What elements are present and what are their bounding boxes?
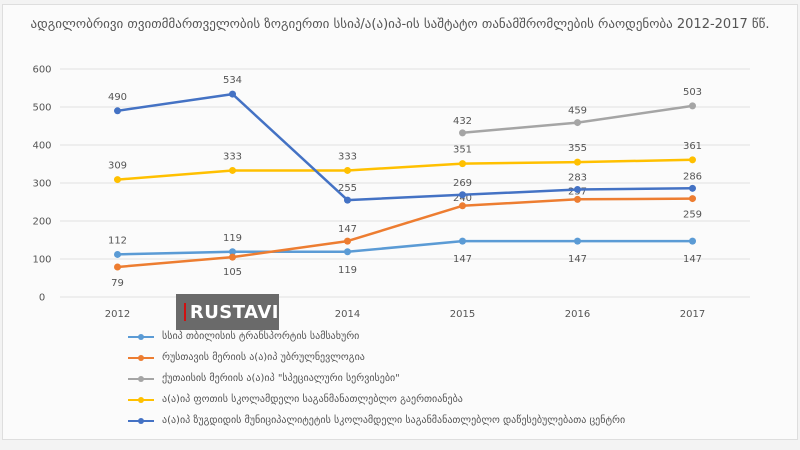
data-point	[114, 250, 121, 258]
data-label: 105	[223, 267, 242, 278]
y-tick-label: 400	[32, 141, 51, 152]
legend-item: ა(ა)იპ ზუგდიდის მუნიციპალიტეტის სკოლამდე…	[128, 410, 748, 431]
legend-item: ა(ა)იპ ფოთის სკოლამდელი საგანმანათლებლო …	[128, 389, 748, 410]
data-label: 147	[683, 254, 702, 265]
data-label: 351	[453, 145, 472, 156]
x-tick-label: 2014	[335, 309, 360, 320]
legend-swatch-dot	[138, 396, 144, 403]
legend-label: ა(ა)იპ ზუგდიდის მუნიციპალიტეტის სკოლამდე…	[162, 415, 626, 426]
data-point	[689, 195, 696, 203]
data-point	[689, 237, 696, 245]
data-label: 432	[453, 116, 472, 127]
data-label: 147	[453, 254, 472, 265]
rustavi-watermark-logo: RUSTAVI	[176, 294, 279, 330]
y-tick-label: 200	[32, 217, 51, 228]
series-line	[117, 158, 693, 181]
data-point	[114, 263, 121, 271]
data-point	[459, 191, 466, 199]
legend-item: რუსთავის მერიის ა(ა)იპ უბრულნევლოგია	[128, 347, 748, 368]
data-point	[689, 102, 696, 110]
data-label: 119	[338, 265, 357, 276]
data-label: 112	[108, 235, 127, 246]
data-label: 309	[108, 161, 127, 172]
data-label: 361	[683, 141, 702, 152]
data-point	[229, 253, 236, 261]
legend-swatch-dot	[138, 354, 144, 361]
x-tick-label: 2017	[680, 309, 705, 320]
data-point	[574, 195, 581, 203]
data-label: 503	[683, 87, 702, 98]
data-point	[459, 160, 466, 168]
data-point	[344, 196, 351, 204]
y-tick-label: 300	[32, 179, 51, 190]
logo-text: RUSTAVI	[189, 301, 279, 323]
series-line	[117, 92, 693, 202]
data-label: 490	[108, 92, 127, 103]
data-label: 79	[111, 278, 124, 289]
chart-legend: სსიპ თბილისის ტრანსპორტის სამსახური რუსთა…	[128, 326, 748, 431]
legend-swatch-icon	[128, 416, 154, 426]
x-tick-label: 2012	[105, 309, 130, 320]
legend-swatch-dot	[138, 375, 144, 382]
data-label: 333	[338, 151, 357, 162]
legend-label: ა(ა)იპ ფოთის სკოლამდელი საგანმანათლებლო …	[162, 394, 463, 405]
data-point	[459, 202, 466, 210]
x-tick-label: 2016	[565, 309, 590, 320]
data-point	[459, 129, 466, 137]
data-point	[574, 185, 581, 193]
legend-item: სსიპ თბილისის ტრანსპორტის სამსახური	[128, 326, 748, 347]
chart-title: ადგილობრივი თვითმმართველობის ზოგიერთი სს…	[3, 15, 797, 35]
x-tick-label: 2015	[450, 309, 475, 320]
legend-swatch-icon	[128, 332, 154, 342]
data-point	[344, 166, 351, 174]
data-label: 147	[338, 224, 357, 235]
legend-swatch-icon	[128, 353, 154, 363]
data-point	[459, 237, 466, 245]
logo-mark-icon	[184, 303, 186, 321]
data-label: 283	[568, 172, 587, 183]
data-point	[574, 119, 581, 127]
legend-label: ქუთაისის მერიის ა(ა)იპ "სპეციალური სერვი…	[162, 373, 400, 384]
data-point	[344, 237, 351, 245]
data-point	[229, 90, 236, 98]
series-line	[117, 239, 693, 256]
data-point	[689, 156, 696, 164]
legend-swatch-icon	[128, 395, 154, 405]
data-point	[344, 248, 351, 256]
chart-card: ადგილობრივი თვითმმართველობის ზოგიერთი სს…	[2, 4, 798, 440]
data-label: 333	[223, 151, 242, 162]
series-line	[117, 197, 693, 269]
data-label: 240	[453, 193, 472, 204]
y-tick-label: 500	[32, 103, 51, 114]
legend-label: სსიპ თბილისის ტრანსპორტის სამსახური	[162, 331, 360, 342]
data-point	[229, 248, 236, 256]
chart-title-text: ადგილობრივი თვითმმართველობის ზოგიერთი სს…	[30, 17, 770, 32]
data-label: 459	[568, 106, 587, 117]
data-point	[114, 107, 121, 115]
legend-swatch-dot	[138, 417, 144, 424]
y-tick-label: 100	[32, 255, 51, 266]
y-tick-label: 600	[32, 65, 51, 76]
legend-label: რუსთავის მერიის ა(ა)იპ უბრულნევლოგია	[162, 352, 365, 363]
y-tick-label: 0	[39, 293, 45, 304]
data-point	[229, 166, 236, 174]
data-point	[689, 184, 696, 192]
data-label: 259	[683, 210, 702, 221]
data-label: 147	[568, 254, 587, 265]
data-point	[574, 158, 581, 166]
data-label: 119	[223, 233, 242, 244]
data-label: 286	[683, 171, 702, 182]
data-label: 255	[338, 183, 357, 194]
data-label: 269	[453, 178, 472, 189]
legend-item: ქუთაისის მერიის ა(ა)იპ "სპეციალური სერვი…	[128, 368, 748, 389]
data-point	[574, 237, 581, 245]
legend-swatch-icon	[128, 374, 154, 384]
data-label: 355	[568, 143, 587, 154]
data-point	[114, 176, 121, 184]
legend-swatch-dot	[138, 333, 144, 340]
data-label: 534	[223, 75, 242, 86]
